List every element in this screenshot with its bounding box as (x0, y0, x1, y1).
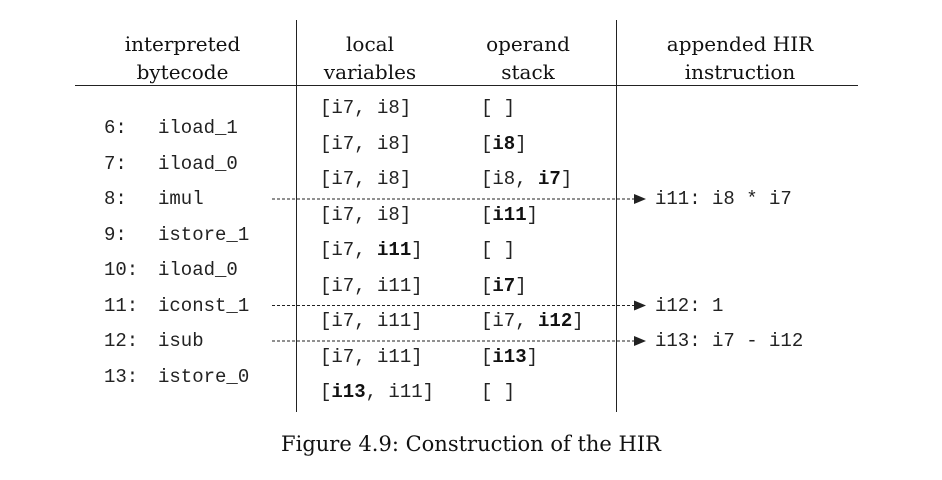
value-text: [i7, (481, 310, 539, 332)
value-text: [ ] (481, 97, 516, 119)
bytecode-index: 6: (104, 117, 127, 139)
value-text: ] (515, 132, 527, 155)
header-hir-line2: instruction (684, 60, 796, 84)
bytecode-instruction: imul (158, 188, 204, 210)
arrowhead-icon (634, 336, 646, 346)
header-rule (75, 85, 858, 86)
header-hir-line1: appended HIR (666, 32, 814, 56)
stack-state: [ ] (481, 380, 515, 404)
highlighted-value: i7 (492, 274, 516, 297)
bytecode-instruction: iload_1 (158, 117, 238, 139)
header-bytecode: interpreted bytecode (95, 30, 270, 86)
value-text: ] (515, 274, 527, 297)
locals-state: [i7, i8] (320, 132, 411, 156)
bytecode-index: 9: (104, 223, 127, 246)
header-bytecode-line1: interpreted (124, 32, 241, 56)
value-text: ] (526, 203, 539, 226)
highlighted-value: i13 (331, 381, 366, 403)
locals-state: [i7, i11] (320, 309, 423, 333)
bytecode-index: 13: (104, 365, 139, 388)
bytecode-index: 11: (104, 294, 139, 317)
header-stack-line2: stack (501, 60, 555, 84)
value-text: ] (526, 345, 539, 368)
value-text: [i8, (481, 168, 539, 190)
divider-bytecode-locals (296, 20, 297, 412)
value-text: [i7, (320, 239, 378, 261)
highlighted-value: i7 (538, 168, 561, 190)
stack-state: [ ] (481, 96, 515, 120)
value-text: [ (481, 274, 493, 297)
value-text: [i7, i11] (320, 310, 423, 332)
header-locals-line2: variables (323, 60, 417, 84)
bytecode-instruction: iload_0 (158, 259, 238, 281)
value-text: [i7, i8] (320, 203, 412, 226)
stack-state: [i11] (481, 203, 538, 227)
value-text: [i7, i11] (320, 274, 423, 297)
value-text: [ (320, 381, 332, 403)
bytecode-index: 10: (104, 259, 139, 281)
bytecode-index: 7: (104, 152, 127, 175)
stack-state: [i7, i12] (481, 309, 584, 333)
value-text: [ (481, 132, 493, 155)
locals-state: [i7, i8] (320, 167, 411, 191)
value-text: ] (411, 239, 423, 261)
arrowhead-icon (634, 194, 646, 204)
value-text: [i7, i8] (320, 132, 412, 155)
locals-state: [i7, i11] (320, 238, 423, 262)
stack-state: [i7] (481, 274, 527, 298)
stack-state: [i8, i7] (481, 167, 572, 191)
figure-caption: Figure 4.9: Construction of the HIR (281, 432, 661, 456)
locals-state: [i7, i8] (320, 96, 411, 120)
value-text: [i7, i11] (320, 345, 423, 368)
value-text: [i7, i8] (320, 97, 412, 119)
highlighted-value: i11 (377, 239, 412, 261)
highlighted-value: i11 (492, 203, 527, 226)
highlighted-value: i13 (492, 345, 527, 368)
hir-instruction: i13: i7 - i12 (655, 330, 804, 352)
header-stack: operand stack (458, 30, 598, 86)
header-bytecode-line2: bytecode (136, 60, 229, 84)
highlighted-value: i12 (538, 310, 573, 332)
header-hir: appended HIR instruction (630, 30, 850, 86)
divider-stack-hir (616, 20, 617, 412)
value-text: ] (560, 168, 573, 190)
bytecode-instruction: iconst_1 (158, 294, 250, 317)
locals-state: [i13, i11] (320, 380, 434, 404)
value-text: [ (481, 203, 493, 226)
stack-state: [ ] (481, 238, 515, 262)
value-text: [ ] (481, 381, 516, 403)
value-text: , i11] (365, 381, 435, 403)
locals-state: [i7, i8] (320, 203, 411, 227)
value-text: [ (481, 345, 493, 368)
stack-state: [i13] (481, 345, 538, 369)
header-locals: local variables (300, 30, 440, 86)
hir-instruction: i11: i8 * i7 (655, 188, 792, 210)
stack-state: [i8] (481, 132, 527, 156)
bytecode-instruction: isub (158, 330, 204, 352)
value-text: [i7, i8] (320, 168, 412, 190)
hir-instruction: i12: 1 (655, 294, 724, 317)
value-text: [ ] (481, 239, 516, 261)
bytecode-instruction: iload_0 (158, 152, 238, 175)
locals-state: [i7, i11] (320, 274, 423, 298)
bytecode-instruction: istore_0 (158, 365, 250, 388)
bytecode-instruction: istore_1 (158, 223, 250, 246)
header-locals-line1: local (346, 32, 394, 56)
value-text: ] (572, 310, 584, 332)
bytecode-index: 8: (104, 188, 127, 210)
arrowhead-icon (634, 300, 646, 311)
bytecode-index: 12: (104, 330, 139, 352)
highlighted-value: i8 (492, 132, 516, 155)
header-stack-line1: operand (486, 32, 570, 56)
locals-state: [i7, i11] (320, 345, 423, 369)
